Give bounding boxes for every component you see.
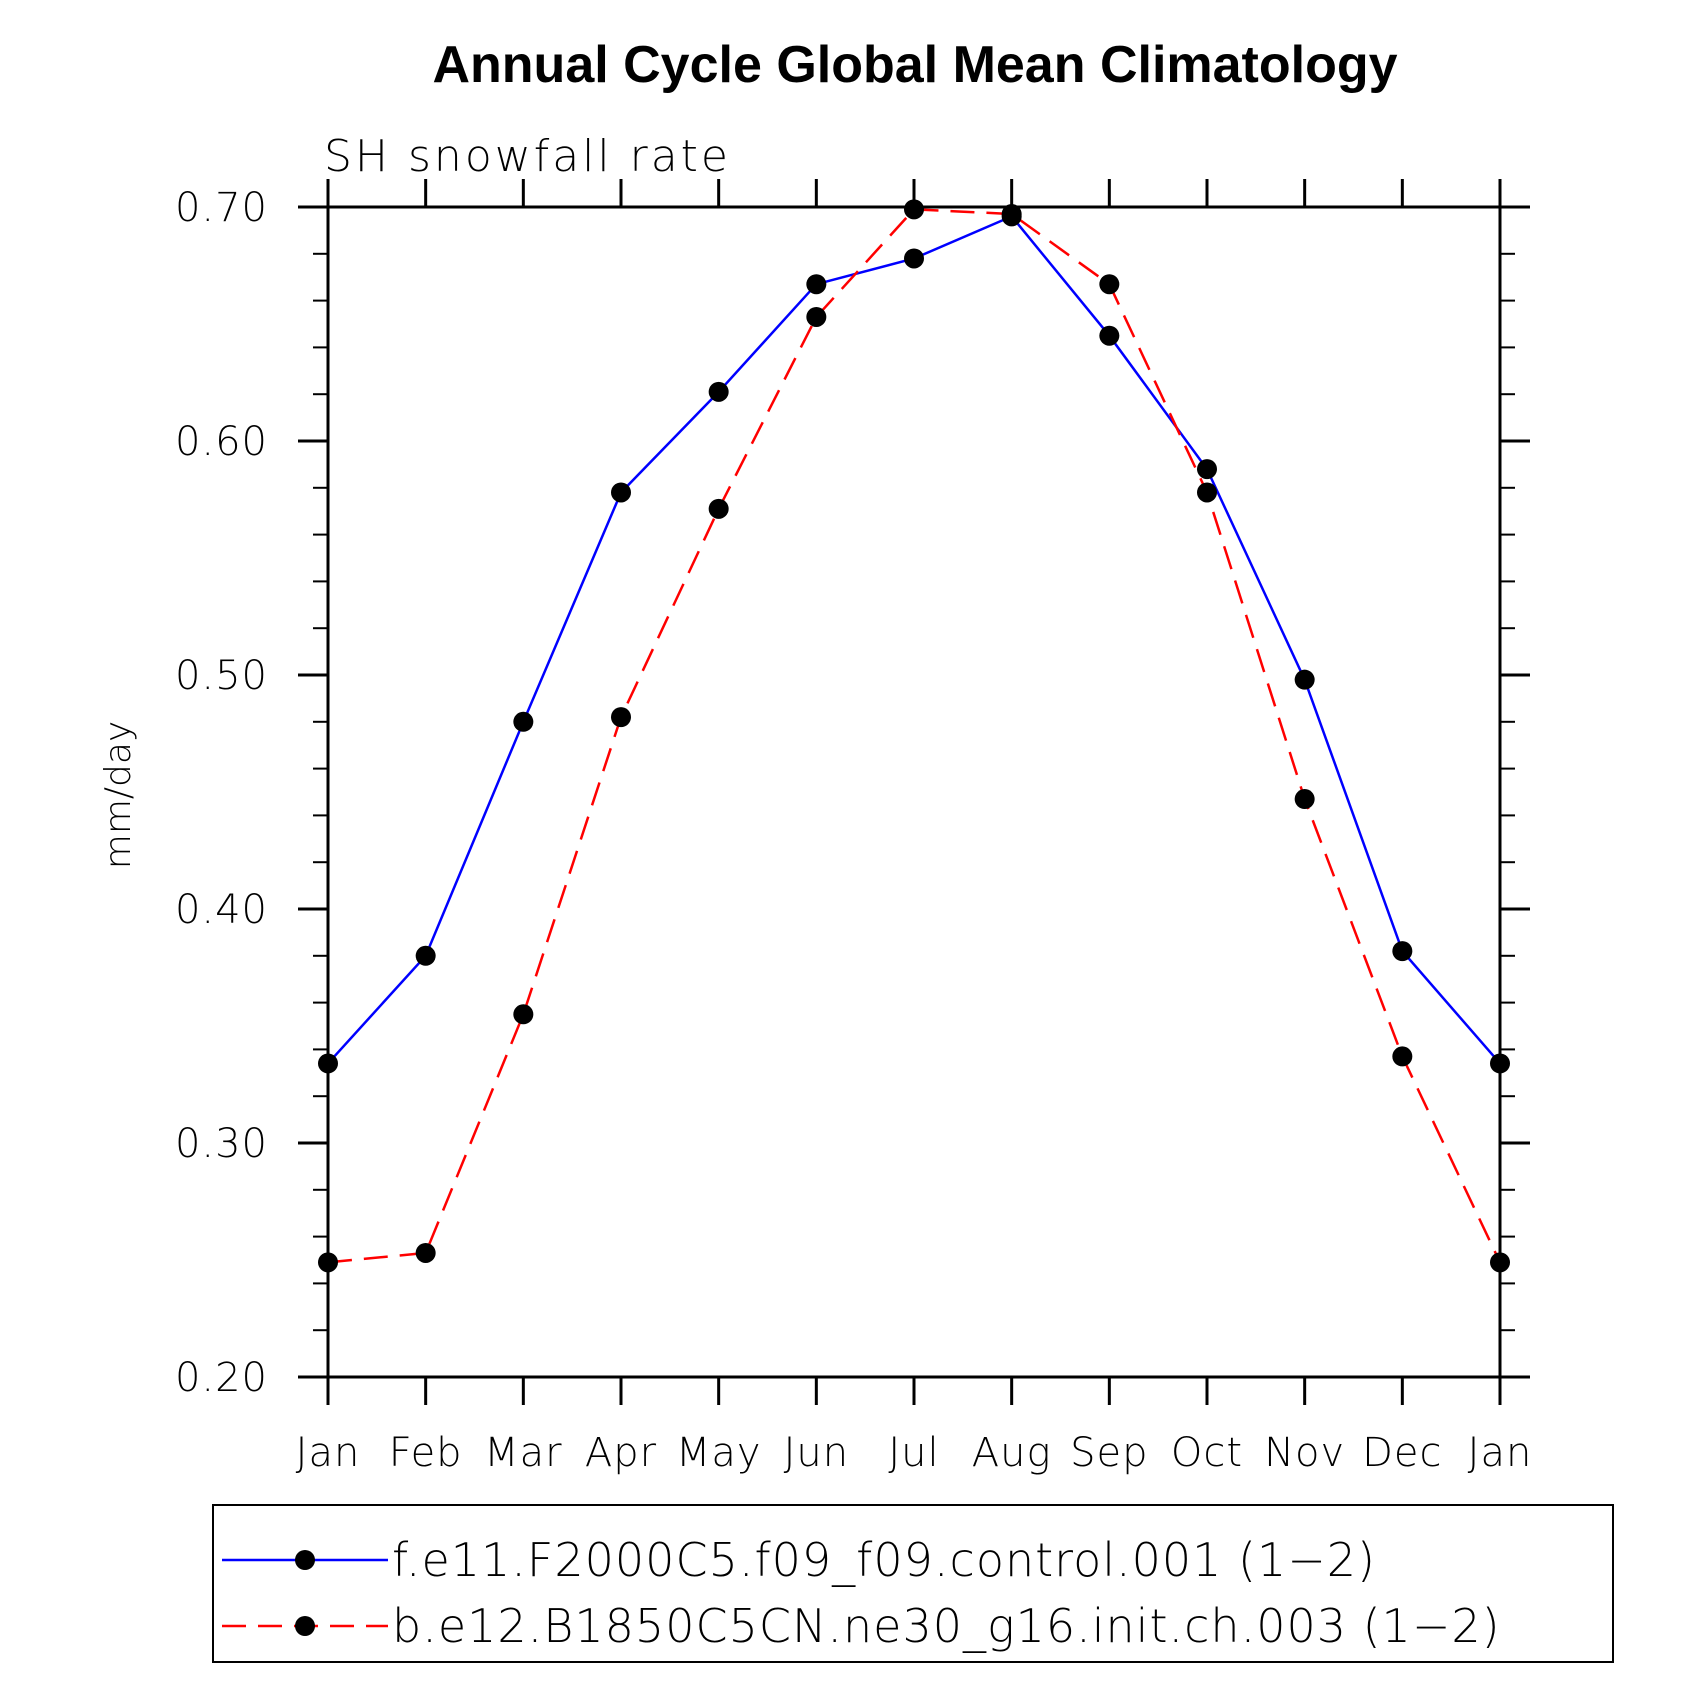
series-2-point [1490,1252,1510,1273]
y-tick-label: 0.40 [175,887,268,933]
series-1-point [318,1053,338,1074]
x-tick-label: Aug [972,1430,1052,1476]
series-1-point [708,381,729,402]
series-2-point [1392,1046,1413,1067]
x-tick-label: Jan [296,1430,361,1476]
series-1-point [1294,669,1315,690]
series-2-point [708,498,729,519]
x-tick-label: Feb [389,1430,463,1476]
series-2-point [318,1252,338,1273]
chart-subtitle: SH snowfall rate [324,131,731,182]
legend-marker-2 [295,1616,315,1636]
series-1-point [415,945,436,966]
series-1-point [1490,1053,1510,1074]
series-2-point [415,1242,436,1263]
y-axis-label: mm/day [98,721,139,869]
legend-label-2: b.e12.B1850C5CN.ne30_g16.init.ch.003 (1−… [392,1599,1501,1653]
y-tick-label: 0.30 [175,1121,268,1167]
legend: f.e11.F2000C5.f09_f09.control.001 (1−2) b… [212,1504,1614,1663]
y-tick-label: 0.50 [175,653,268,699]
x-tick-label: Nov [1264,1430,1345,1476]
series-layer [318,199,1510,1273]
x-tick-label: Mar [484,1430,562,1476]
legend-box [212,1504,1614,1663]
series-2-point [1197,482,1217,503]
y-tick-label: 0.60 [175,419,268,465]
y-tick-label: 0.70 [175,185,268,231]
x-tick-label: Jan [1468,1430,1533,1476]
x-tick-label: May [676,1430,762,1476]
y-tick-label: 0.20 [175,1355,268,1401]
plot-frame [326,205,1502,1379]
series-2-point [904,199,924,220]
series-2-point [1294,789,1315,810]
series-1-point [1099,325,1120,346]
series-1-point [806,274,827,295]
x-tick-label: Dec [1362,1430,1442,1476]
x-tick-label: Jul [888,1430,939,1476]
legend-label-1: f.e11.F2000C5.f09_f09.control.001 (1−2) [392,1533,1376,1587]
chart-title: Annual Cycle Global Mean Climatology [432,36,1397,94]
x-tick-label: Sep [1070,1430,1148,1476]
series-2-point [806,306,827,327]
legend-marker-1 [295,1550,315,1570]
x-tick-label: Jun [784,1430,850,1476]
series-2-point [1001,204,1022,225]
series-2-point [1099,274,1120,295]
axes: Jan Feb Mar Apr May Jun Jul Aug Sep Oct Nov Dec Jan 0… [175,179,1533,1476]
series-1-point [1197,459,1217,480]
x-tick-label: Oct [1171,1430,1243,1476]
series-1-point [611,482,631,503]
series-2-point [611,707,631,728]
series-2-point [513,1004,534,1025]
x-tick-label: Apr [585,1430,657,1476]
series-1-point [513,711,534,732]
series-line-1 [327,214,1501,1065]
series-1-point [1392,941,1413,962]
series-1-point [904,248,924,269]
